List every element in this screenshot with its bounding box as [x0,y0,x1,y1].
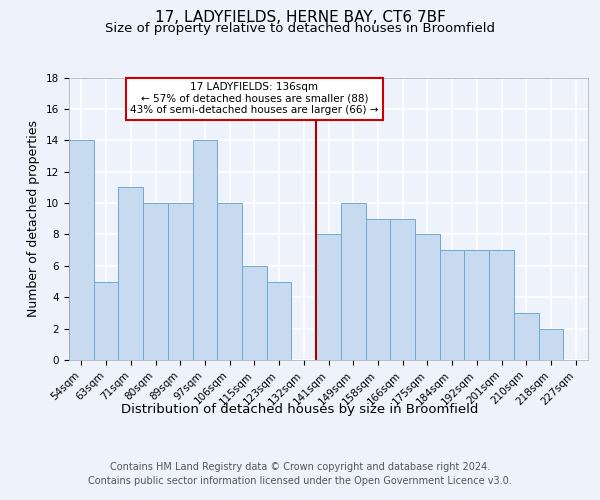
Y-axis label: Number of detached properties: Number of detached properties [28,120,40,318]
Bar [69,140,94,360]
Bar [489,250,514,360]
Bar [267,282,292,360]
Bar [242,266,267,360]
Bar [440,250,464,360]
Bar [514,313,539,360]
Text: Size of property relative to detached houses in Broomfield: Size of property relative to detached ho… [105,22,495,35]
Text: Distribution of detached houses by size in Broomfield: Distribution of detached houses by size … [121,402,479,415]
Text: Contains HM Land Registry data © Crown copyright and database right 2024.: Contains HM Land Registry data © Crown c… [110,462,490,472]
Bar [143,203,168,360]
Text: 17, LADYFIELDS, HERNE BAY, CT6 7BF: 17, LADYFIELDS, HERNE BAY, CT6 7BF [155,10,445,25]
Bar [365,219,390,360]
Text: Contains public sector information licensed under the Open Government Licence v3: Contains public sector information licen… [88,476,512,486]
Bar [539,328,563,360]
Bar [193,140,217,360]
Bar [118,188,143,360]
Text: 17 LADYFIELDS: 136sqm
← 57% of detached houses are smaller (88)
43% of semi-deta: 17 LADYFIELDS: 136sqm ← 57% of detached … [130,82,379,116]
Bar [415,234,440,360]
Bar [390,219,415,360]
Bar [217,203,242,360]
Bar [94,282,118,360]
Bar [168,203,193,360]
Bar [341,203,365,360]
Bar [316,234,341,360]
Bar [464,250,489,360]
